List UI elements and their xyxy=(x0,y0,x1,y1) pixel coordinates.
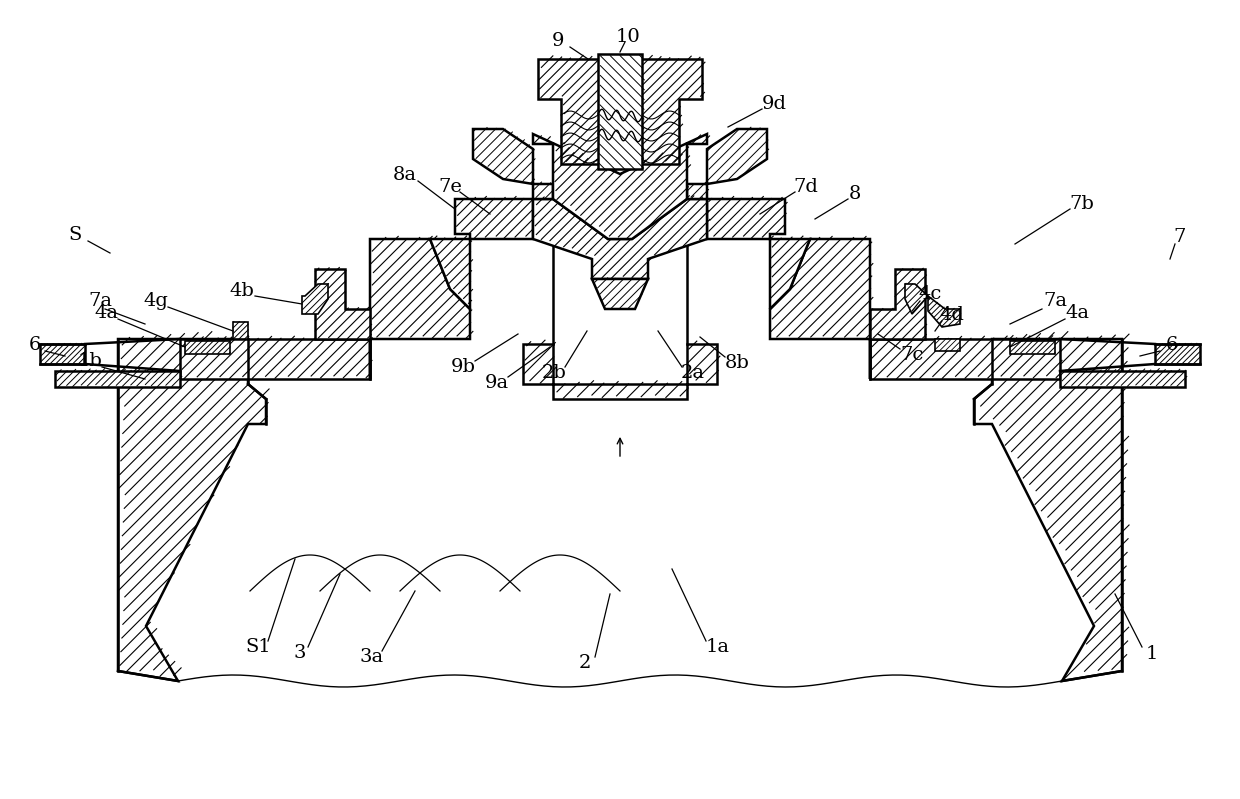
Polygon shape xyxy=(598,54,642,169)
Polygon shape xyxy=(1060,371,1185,387)
Text: 8a: 8a xyxy=(393,166,417,184)
Text: 4g: 4g xyxy=(144,292,169,310)
Polygon shape xyxy=(770,239,870,379)
Text: 9b: 9b xyxy=(450,358,475,376)
Polygon shape xyxy=(591,279,649,309)
Text: 7b: 7b xyxy=(1070,195,1095,213)
Text: 6: 6 xyxy=(29,336,41,354)
Text: 7e: 7e xyxy=(438,178,463,196)
Text: S1: S1 xyxy=(246,638,270,656)
Polygon shape xyxy=(146,339,1061,681)
Polygon shape xyxy=(40,344,86,364)
Polygon shape xyxy=(1154,344,1200,364)
Polygon shape xyxy=(707,199,810,309)
Text: 4d: 4d xyxy=(940,306,965,324)
Text: S: S xyxy=(68,226,82,244)
Polygon shape xyxy=(538,59,702,164)
Text: 6: 6 xyxy=(1166,336,1178,354)
Text: 2: 2 xyxy=(579,654,591,672)
Polygon shape xyxy=(180,339,370,379)
Text: 9: 9 xyxy=(552,32,564,50)
Polygon shape xyxy=(533,134,707,239)
Polygon shape xyxy=(430,199,533,309)
Text: 7a: 7a xyxy=(88,292,112,310)
Polygon shape xyxy=(928,296,960,327)
Polygon shape xyxy=(533,199,707,279)
Text: 3: 3 xyxy=(294,644,306,662)
Text: 9a: 9a xyxy=(485,374,510,392)
Text: 7c: 7c xyxy=(900,346,924,364)
Text: 10: 10 xyxy=(615,28,640,46)
Text: 4a: 4a xyxy=(1065,304,1089,322)
Text: 2a: 2a xyxy=(681,364,706,382)
Text: 2b: 2b xyxy=(542,364,567,382)
Polygon shape xyxy=(870,339,1060,379)
Polygon shape xyxy=(523,344,717,399)
Polygon shape xyxy=(935,339,960,351)
Text: 4c: 4c xyxy=(919,285,941,303)
Text: 7a: 7a xyxy=(1043,292,1066,310)
Text: 1: 1 xyxy=(1146,645,1158,663)
Text: 9d: 9d xyxy=(761,95,786,113)
Text: 8: 8 xyxy=(849,185,862,203)
Polygon shape xyxy=(905,284,928,314)
Text: 8b: 8b xyxy=(724,354,749,372)
Text: 4a: 4a xyxy=(94,304,118,322)
Polygon shape xyxy=(687,129,768,199)
Polygon shape xyxy=(55,371,180,387)
Polygon shape xyxy=(973,339,1122,681)
Polygon shape xyxy=(303,284,329,314)
Text: 7d: 7d xyxy=(794,178,818,196)
Polygon shape xyxy=(370,239,470,379)
Polygon shape xyxy=(185,341,229,354)
Text: 1a: 1a xyxy=(706,638,730,656)
Polygon shape xyxy=(870,269,925,339)
Text: 3a: 3a xyxy=(360,648,384,666)
Polygon shape xyxy=(315,269,370,339)
Text: 1b: 1b xyxy=(78,352,103,370)
Polygon shape xyxy=(233,322,248,339)
Polygon shape xyxy=(118,339,267,681)
Polygon shape xyxy=(472,129,553,199)
Polygon shape xyxy=(1011,341,1055,354)
Text: 4b: 4b xyxy=(229,282,254,300)
Text: 7: 7 xyxy=(1174,228,1187,246)
